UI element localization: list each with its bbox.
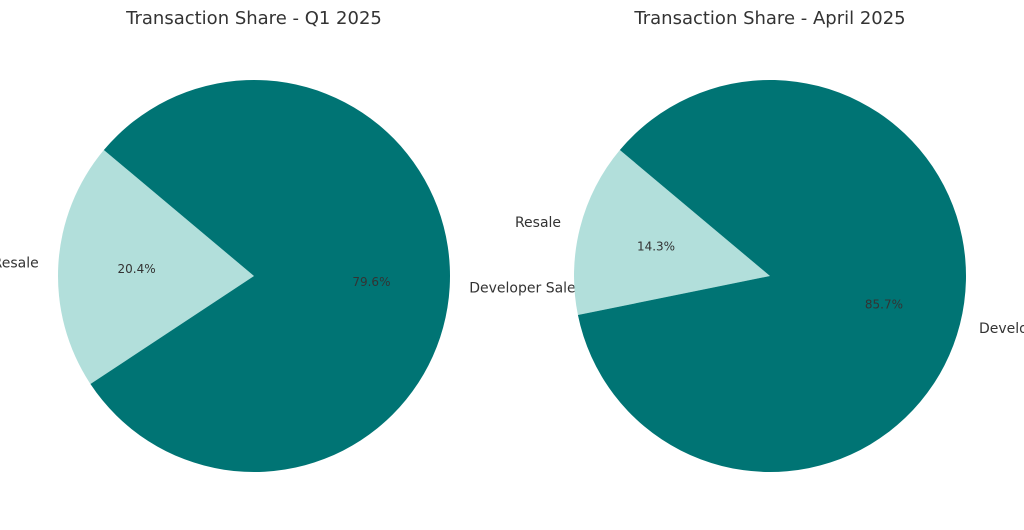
slice-label-developer-sale: Developer Sale — [469, 280, 575, 296]
pie-slice-developer-sale — [90, 80, 451, 472]
slice-label-developer-sale: Developer Sale — [979, 321, 1024, 337]
chart-title: Transaction Share - April 2025 — [633, 8, 905, 29]
chart-title: Transaction Share - Q1 2025 — [125, 8, 382, 29]
slice-percent-developer-sale: 85.7% — [865, 297, 903, 311]
pie-slice-developer-sale — [577, 79, 966, 472]
pie-chart-april-2025: Transaction Share - April 2025 Resale 14.… — [515, 8, 1024, 472]
pie-chart-q1-2025: Transaction Share - Q1 2025 Resale 20.4% D… — [0, 8, 576, 472]
pie-slice-resale — [58, 150, 254, 385]
pie-slice-resale — [574, 150, 770, 316]
slice-label-resale: Resale — [515, 215, 561, 231]
slice-percent-resale: 20.4% — [118, 262, 156, 276]
slice-label-resale: Resale — [0, 256, 39, 272]
slice-percent-resale: 14.3% — [637, 240, 675, 254]
slice-percent-developer-sale: 79.6% — [352, 275, 390, 289]
